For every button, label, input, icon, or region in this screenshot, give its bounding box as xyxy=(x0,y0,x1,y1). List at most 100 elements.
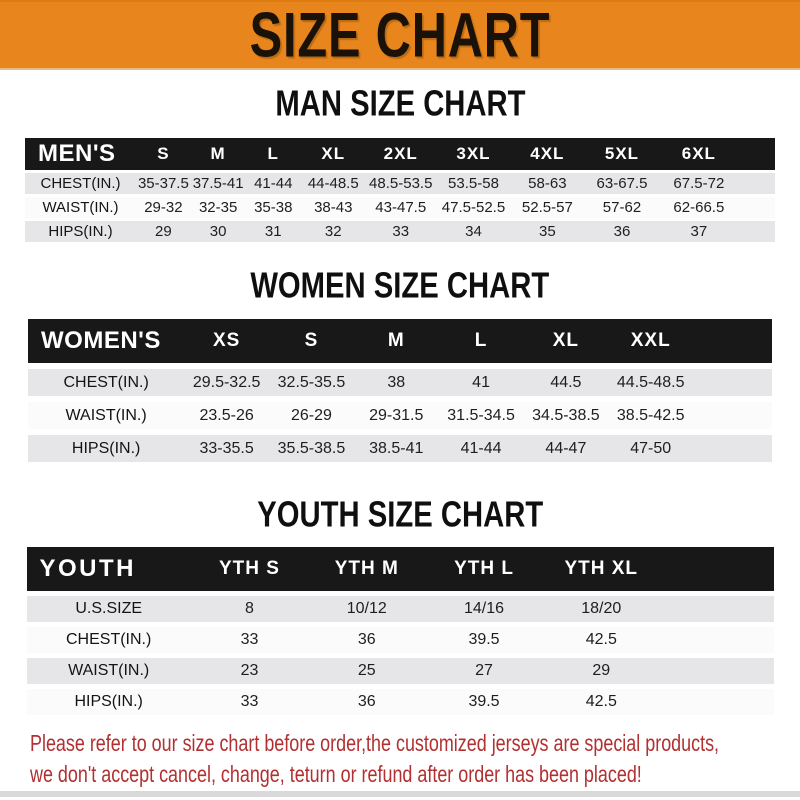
men-header-row: MEN'S S M L XL 2XL 3XL 4XL 5XL 6XL xyxy=(25,138,775,170)
value-cell: 27 xyxy=(425,658,543,684)
value-cell: 26-29 xyxy=(269,402,354,429)
value-cell: 58-63 xyxy=(510,173,584,194)
value-cell: 47-50 xyxy=(608,435,694,462)
value-cell: 35-37.5 xyxy=(136,173,191,194)
value-cell: 36 xyxy=(308,627,426,653)
men-size-header: 6XL xyxy=(660,138,738,170)
youth-ussize-row: U.S.SIZE 8 10/12 14/16 18/20 xyxy=(26,596,774,622)
value-cell: 32 xyxy=(301,221,366,242)
value-cell: 32-35 xyxy=(190,197,246,218)
row-label: WAIST(IN.) xyxy=(25,197,136,218)
value-cell: 41-44 xyxy=(245,173,301,194)
value-cell: 29 xyxy=(542,658,660,684)
value-cell: 14/16 xyxy=(425,596,543,622)
women-table-label: WOMEN'S xyxy=(28,319,185,363)
row-label: U.S.SIZE xyxy=(26,596,191,622)
men-size-header: S xyxy=(136,138,191,170)
filler-cell xyxy=(737,197,775,218)
men-waist-row: WAIST(IN.) 29-32 32-35 35-38 38-43 43-47… xyxy=(25,197,775,218)
value-cell: 38-43 xyxy=(301,197,366,218)
value-cell: 44.5-48.5 xyxy=(608,369,694,396)
men-size-header: M xyxy=(190,138,246,170)
men-section-title: MAN SIZE CHART xyxy=(274,83,526,125)
value-cell: 38.5-42.5 xyxy=(608,402,694,429)
value-cell: 32.5-35.5 xyxy=(269,369,354,396)
row-label: WAIST(IN.) xyxy=(26,658,191,684)
youth-section-title: YOUTH SIZE CHART xyxy=(257,494,543,536)
banner: SIZE CHART xyxy=(0,0,800,70)
row-label: HIPS(IN.) xyxy=(28,435,185,462)
value-cell: 42.5 xyxy=(542,627,660,653)
youth-size-header: YTH S xyxy=(190,547,309,591)
value-cell: 29 xyxy=(136,221,191,242)
women-section-title: WOMEN SIZE CHART xyxy=(250,265,550,307)
value-cell: 57-62 xyxy=(583,197,661,218)
women-size-header: XXL xyxy=(608,319,694,363)
value-cell: 30 xyxy=(190,221,246,242)
value-cell: 48.5-53.5 xyxy=(365,173,436,194)
value-cell: 43-47.5 xyxy=(365,197,436,218)
women-size-header: M xyxy=(353,319,439,363)
row-label: CHEST(IN.) xyxy=(26,627,191,653)
value-cell: 67.5-72 xyxy=(660,173,738,194)
value-cell: 62-66.5 xyxy=(660,197,738,218)
women-size-header: S xyxy=(269,319,354,363)
youth-size-header: YTH L xyxy=(425,547,543,591)
youth-waist-row: WAIST(IN.) 23 25 27 29 xyxy=(26,658,774,684)
youth-hips-row: HIPS(IN.) 33 36 39.5 42.5 xyxy=(26,689,774,715)
men-size-header: 4XL xyxy=(510,138,584,170)
youth-size-table: YOUTH YTH S YTH M YTH L YTH XL U.S.SIZE … xyxy=(26,542,774,720)
women-size-table: WOMEN'S XS S M L XL XXL CHEST(IN.) 29.5-… xyxy=(28,313,772,468)
value-cell: 25 xyxy=(308,658,426,684)
value-cell: 18/20 xyxy=(542,596,660,622)
row-label: CHEST(IN.) xyxy=(28,369,185,396)
value-cell: 10/12 xyxy=(308,596,426,622)
value-cell: 29-31.5 xyxy=(353,402,439,429)
value-cell: 35-38 xyxy=(245,197,301,218)
row-label: WAIST(IN.) xyxy=(28,402,185,429)
women-size-header: XL xyxy=(523,319,609,363)
women-size-header: L xyxy=(438,319,524,363)
header-filler-cell xyxy=(659,547,774,591)
women-chest-row: CHEST(IN.) 29.5-32.5 32.5-35.5 38 41 44.… xyxy=(28,369,772,396)
filler-cell xyxy=(737,173,775,194)
value-cell: 33 xyxy=(365,221,436,242)
value-cell: 31.5-34.5 xyxy=(438,402,524,429)
row-label: HIPS(IN.) xyxy=(26,689,191,715)
men-table-label: MEN'S xyxy=(25,138,136,170)
men-section-heading: MAN SIZE CHART xyxy=(0,83,800,125)
men-size-header: 2XL xyxy=(365,138,436,170)
footer-note-line2: we don't accept cancel, change, teturn o… xyxy=(30,761,642,787)
value-cell: 29-32 xyxy=(136,197,191,218)
value-cell: 36 xyxy=(583,221,661,242)
value-cell: 35 xyxy=(510,221,584,242)
footer-note: Please refer to our size chart before or… xyxy=(0,728,800,790)
women-header-row: WOMEN'S XS S M L XL XXL xyxy=(28,319,772,363)
men-size-header: 5XL xyxy=(583,138,661,170)
value-cell: 38.5-41 xyxy=(353,435,439,462)
bottom-edge-strip xyxy=(0,791,800,797)
youth-section-heading: YOUTH SIZE CHART xyxy=(0,494,800,536)
value-cell: 23 xyxy=(190,658,309,684)
value-cell: 34.5-38.5 xyxy=(523,402,609,429)
value-cell: 23.5-26 xyxy=(184,402,270,429)
value-cell: 35.5-38.5 xyxy=(269,435,354,462)
filler-cell xyxy=(659,596,774,622)
value-cell: 53.5-58 xyxy=(435,173,511,194)
men-hips-row: HIPS(IN.) 29 30 31 32 33 34 35 36 37 xyxy=(25,221,775,242)
value-cell: 29.5-32.5 xyxy=(184,369,270,396)
value-cell: 33 xyxy=(190,689,309,715)
header-filler-cell xyxy=(693,319,772,363)
filler-cell xyxy=(737,221,775,242)
youth-size-header: YTH M xyxy=(308,547,426,591)
value-cell: 44-47 xyxy=(523,435,609,462)
value-cell: 8 xyxy=(190,596,309,622)
value-cell: 34 xyxy=(435,221,511,242)
value-cell: 63-67.5 xyxy=(583,173,661,194)
women-section-heading: WOMEN SIZE CHART xyxy=(0,265,800,307)
footer-note-line1: Please refer to our size chart before or… xyxy=(30,730,720,756)
value-cell: 41-44 xyxy=(438,435,524,462)
value-cell: 33-35.5 xyxy=(184,435,270,462)
value-cell: 38 xyxy=(353,369,439,396)
